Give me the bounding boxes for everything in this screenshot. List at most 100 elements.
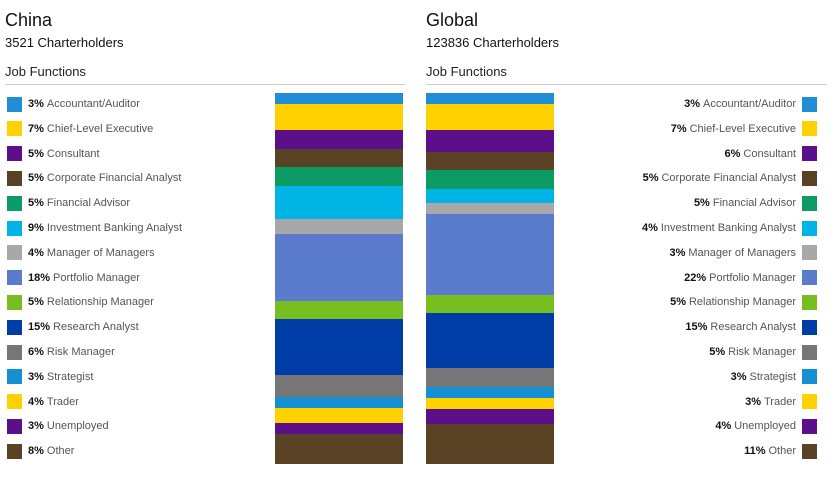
china-chief-level-executive-legend-item: 7% Chief-Level Executive [7, 121, 153, 137]
global-risk-manager-legend-item: 5% Risk Manager [709, 344, 817, 360]
global-title: Global [426, 10, 479, 30]
china-relationship-manager-segment [275, 300, 403, 320]
china-accountant-auditor-label: Accountant/Auditor [46, 98, 140, 110]
china-trader-swatch [7, 394, 22, 410]
global-accountant-auditor-swatch [802, 96, 817, 112]
china-other-label: Other [46, 445, 75, 458]
china-strategist-swatch [7, 369, 22, 385]
global-investment-banking-analyst-legend-item: 4% Investment Banking Analyst [642, 220, 817, 236]
global-investment-banking-analyst-segment [426, 188, 554, 204]
china-portfolio-manager-percent: 18% [28, 271, 51, 284]
china-accountant-auditor-swatch [7, 96, 22, 112]
global-consultant-legend-item: 6% Consultant [724, 146, 817, 162]
global-unemployed-segment [426, 408, 554, 425]
global-other-segment [426, 423, 554, 465]
global-research-analyst-percent: 15% [685, 321, 708, 334]
china-risk-manager-legend-item: 6% Risk Manager [7, 344, 115, 360]
global-portfolio-manager-swatch [802, 270, 817, 286]
global-research-analyst-legend-item: 15% Research Analyst [685, 319, 817, 335]
china-corporate-financial-analyst-percent: 5% [28, 172, 44, 185]
china-investment-banking-analyst-swatch [7, 220, 22, 236]
china-manager-of-managers-segment [275, 219, 403, 235]
global-portfolio-manager-legend-item: 22% Portfolio Manager [684, 270, 817, 286]
china-other-swatch [7, 443, 22, 459]
china-corporate-financial-analyst-label: Corporate Financial Analyst [46, 172, 182, 185]
global-research-analyst-label: Research Analyst [710, 321, 796, 334]
china-corporate-financial-analyst-legend-item: 5% Corporate Financial Analyst [7, 170, 181, 186]
global-corporate-financial-analyst-label: Corporate Financial Analyst [661, 172, 796, 185]
china-financial-advisor-segment [275, 167, 403, 187]
china-investment-banking-analyst-percent: 9% [28, 222, 44, 234]
global-corporate-financial-analyst-segment [426, 151, 554, 171]
china-investment-banking-analyst-segment [275, 185, 403, 220]
china-strategist-legend-item: 3% Strategist [7, 369, 93, 385]
global-strategist-segment [426, 386, 554, 399]
china-chief-level-executive-percent: 7% [28, 122, 44, 135]
china-unemployed-swatch [7, 418, 22, 434]
china-manager-of-managers-label: Manager of Managers [46, 246, 155, 259]
china-trader-legend-item: 4% Trader [7, 394, 79, 410]
china-corporate-financial-analyst-swatch [7, 170, 22, 186]
china-consultant-segment [275, 130, 403, 150]
china-corporate-financial-analyst-segment [275, 148, 403, 168]
global-relationship-manager-swatch [802, 294, 817, 310]
china-portfolio-manager-label: Portfolio Manager [53, 271, 140, 284]
global-risk-manager-label: Risk Manager [728, 346, 796, 358]
china-research-analyst-segment [275, 319, 403, 376]
global-accountant-auditor-label: Accountant/Auditor [703, 98, 796, 110]
china-financial-advisor-legend-item: 5% Financial Advisor [7, 195, 130, 211]
china-risk-manager-label: Risk Manager [46, 346, 115, 358]
global-chief-level-executive-swatch [802, 121, 817, 137]
china-portfolio-manager-legend-item: 18% Portfolio Manager [7, 270, 140, 286]
global-accountant-auditor-legend-item: 3% Accountant/Auditor [684, 96, 817, 112]
global-chief-level-executive-percent: 7% [670, 122, 687, 135]
china-research-analyst-swatch [7, 319, 22, 335]
china-investment-banking-analyst-legend-item: 9% Investment Banking Analyst [7, 220, 182, 236]
global-research-analyst-segment [426, 313, 554, 369]
global-unemployed-legend-item: 4% Unemployed [715, 418, 817, 434]
china-consultant-percent: 5% [28, 147, 44, 160]
global-chief-level-executive-segment [426, 104, 554, 131]
china-investment-banking-analyst-label: Investment Banking Analyst [46, 222, 183, 234]
china-stacked-bar [275, 93, 403, 465]
china-accountant-auditor-legend-item: 3% Accountant/Auditor [7, 96, 140, 112]
china-relationship-manager-percent: 5% [28, 296, 44, 309]
global-strategist-label: Strategist [749, 370, 796, 383]
china-relationship-manager-swatch [7, 294, 22, 310]
china-consultant-label: Consultant [46, 147, 100, 160]
china-other-segment [275, 434, 403, 465]
china-title: China [5, 10, 53, 30]
global-relationship-manager-segment [426, 295, 554, 314]
global-manager-of-managers-legend-item: 3% Manager of Managers [669, 245, 817, 261]
china-financial-advisor-swatch [7, 195, 22, 211]
global-consultant-percent: 6% [724, 147, 741, 160]
china-subtitle: 3521 Charterholders [5, 35, 124, 50]
global-accountant-auditor-percent: 3% [684, 98, 701, 110]
china-consultant-legend-item: 5% Consultant [7, 146, 100, 162]
global-relationship-manager-legend-item: 5% Relationship Manager [670, 294, 817, 310]
china-trader-percent: 4% [28, 395, 44, 408]
global-other-label: Other [768, 445, 796, 458]
global-risk-manager-percent: 5% [709, 346, 726, 358]
china-consultant-swatch [7, 146, 22, 162]
global-other-legend-item: 11% Other [744, 443, 817, 459]
global-portfolio-manager-percent: 22% [684, 271, 707, 284]
global-manager-of-managers-swatch [802, 245, 817, 261]
china-research-analyst-label: Research Analyst [53, 321, 139, 334]
china-research-analyst-legend-item: 15% Research Analyst [7, 319, 139, 335]
global-manager-of-managers-label: Manager of Managers [688, 246, 796, 259]
global-strategist-swatch [802, 369, 817, 385]
global-panel: Global 123836 Charterholders Job Functio… [422, 0, 835, 479]
china-divider [5, 84, 405, 85]
china-trader-label: Trader [46, 395, 79, 408]
global-investment-banking-analyst-swatch [802, 220, 817, 236]
global-relationship-manager-percent: 5% [670, 296, 686, 309]
global-trader-legend-item: 3% Trader [745, 394, 817, 410]
global-relationship-manager-label: Relationship Manager [688, 296, 796, 309]
china-strategist-segment [275, 397, 403, 409]
global-trader-segment [426, 397, 554, 410]
china-unemployed-legend-item: 3% Unemployed [7, 418, 109, 434]
global-corporate-financial-analyst-legend-item: 5% Corporate Financial Analyst [643, 170, 817, 186]
china-portfolio-manager-segment [275, 233, 403, 302]
china-financial-advisor-label: Financial Advisor [46, 197, 131, 210]
